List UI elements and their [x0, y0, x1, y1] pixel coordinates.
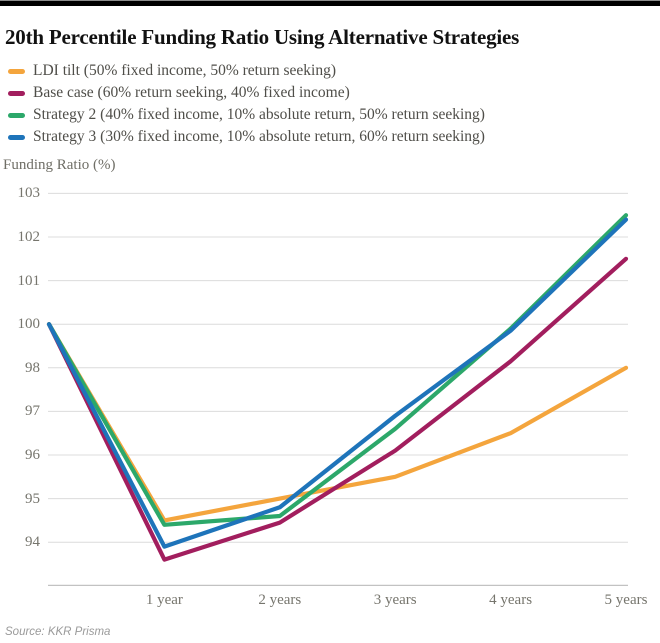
y-tick-label-94: 94 [25, 534, 40, 551]
legend-swatch-icon [8, 68, 25, 74]
x-tick-label-3-years: 3 years [373, 592, 417, 608]
series-line-3 [46, 217, 629, 549]
legend-item-label: Strategy 2 (40% fixed income, 10% absolu… [33, 106, 485, 123]
x-tick-label-5-years: 5 years [604, 592, 648, 608]
legend-item-3: Strategy 3 (30% fixed income, 10% absolu… [8, 126, 653, 148]
legend-item-0: LDI tilt (50% fixed income, 50% return s… [8, 60, 653, 82]
y-tick-label-103: 103 [17, 185, 41, 202]
y-axis-title: Funding Ratio (%) [3, 157, 116, 173]
page-title: 20th Percentile Funding Ratio Using Alte… [5, 25, 520, 50]
legend-item-2: Strategy 2 (40% fixed income, 10% absolu… [8, 104, 653, 126]
y-tick-label-96: 96 [25, 447, 40, 463]
series-line-2 [46, 213, 629, 527]
top-accent-bar [0, 1, 660, 6]
y-tick-label-98: 98 [25, 359, 40, 376]
y-tick-label-97: 97 [25, 403, 40, 420]
y-tick-label-101: 101 [17, 272, 41, 289]
legend-item-label: Strategy 3 (30% fixed income, 10% absolu… [33, 128, 485, 145]
top-hairline [0, 0, 660, 1]
legend-item-1: Base case (60% return seeking, 40% fixed… [8, 82, 653, 104]
x-tick-label-2-years: 2 years [258, 592, 302, 608]
legend-item-label: LDI tilt (50% fixed income, 50% return s… [33, 62, 337, 79]
y-tick-label-100: 100 [17, 316, 41, 333]
legend-swatch-icon [8, 134, 25, 140]
x-tick-label-1-year: 1 year [145, 592, 183, 608]
legend-swatch-icon [8, 90, 25, 96]
series-line-1 [46, 256, 629, 562]
source-note: Source: KKR Prisma [5, 626, 111, 638]
y-tick-label-95: 95 [25, 490, 40, 507]
y-tick-label-102: 102 [17, 229, 41, 245]
chart-legend: LDI tilt (50% fixed income, 50% return s… [8, 60, 653, 148]
legend-item-label: Base case (60% return seeking, 40% fixed… [33, 84, 350, 101]
x-tick-label-4-years: 4 years [489, 592, 533, 608]
legend-swatch-icon [8, 112, 25, 118]
